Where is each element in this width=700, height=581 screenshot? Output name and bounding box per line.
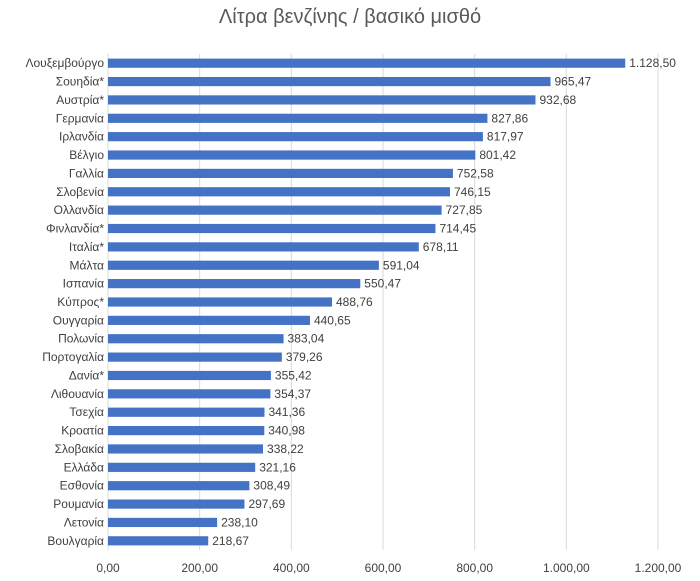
category-label: Ελλάδα bbox=[64, 460, 104, 474]
bar bbox=[108, 536, 209, 546]
data-label: 932,68 bbox=[539, 93, 576, 107]
category-label: Σλοβενία bbox=[56, 185, 104, 199]
data-label: 714,45 bbox=[439, 222, 476, 236]
data-label: 1.128,50 bbox=[629, 56, 676, 70]
bar bbox=[108, 481, 250, 491]
data-label: 801,42 bbox=[479, 148, 516, 162]
bar bbox=[108, 95, 536, 105]
category-label: Σλοβακία bbox=[55, 442, 104, 456]
data-label: 827,86 bbox=[491, 111, 528, 125]
bar bbox=[108, 407, 265, 417]
data-label: 746,15 bbox=[454, 185, 491, 199]
x-axis-ticks: 0,00 200,00 400,00 600,00 800,00 1.000,00 1.20… bbox=[96, 561, 681, 575]
x-tick-label: 800,00 bbox=[456, 561, 493, 575]
category-label: Αυστρία* bbox=[56, 93, 104, 107]
data-label: 678,11 bbox=[423, 240, 459, 254]
data-label: 338,22 bbox=[267, 442, 304, 456]
category-label: Βέλγιο bbox=[69, 148, 104, 162]
bar bbox=[108, 499, 245, 509]
data-label: 488,76 bbox=[336, 295, 373, 309]
bar bbox=[108, 279, 361, 289]
data-label: 340,98 bbox=[268, 424, 305, 438]
category-labels: Λουξεμβούργο Σουηδία* Αυστρία* Γερμανία Ιρλα… bbox=[25, 56, 104, 548]
data-label: 321,16 bbox=[259, 460, 296, 474]
data-label: 218,67 bbox=[212, 534, 249, 548]
bar bbox=[108, 426, 265, 436]
category-label: Γαλλία bbox=[69, 166, 104, 180]
bars bbox=[108, 58, 626, 546]
category-label: Σουηδία* bbox=[56, 75, 105, 89]
category-label: Λετονία bbox=[64, 515, 104, 529]
data-label: 440,65 bbox=[314, 313, 351, 327]
x-tick-label: 1.000,00 bbox=[543, 561, 590, 575]
bar bbox=[108, 150, 476, 160]
category-label: Λουξεμβούργο bbox=[25, 56, 104, 70]
data-label: 817,97 bbox=[487, 130, 524, 144]
bar bbox=[108, 168, 453, 178]
data-label: 379,26 bbox=[286, 350, 323, 364]
bar bbox=[108, 223, 436, 234]
x-tick-label: 1.200,00 bbox=[635, 561, 682, 575]
category-label: Κύπρος* bbox=[57, 295, 104, 309]
category-label: Ιταλία* bbox=[69, 240, 104, 254]
bar bbox=[108, 444, 264, 454]
bar bbox=[108, 389, 271, 399]
x-tick-label: 0,00 bbox=[96, 561, 120, 575]
category-label: Τσεχία bbox=[69, 405, 104, 419]
data-label: 383,04 bbox=[288, 332, 325, 346]
data-label: 727,85 bbox=[446, 203, 483, 217]
category-label: Δανία* bbox=[69, 368, 105, 382]
bar bbox=[108, 315, 310, 325]
category-label: Μάλτα bbox=[70, 258, 105, 272]
category-label: Ολλανδία bbox=[54, 203, 104, 217]
category-label: Φινλανδία* bbox=[46, 222, 104, 236]
category-label: Ισπανία bbox=[63, 277, 104, 291]
data-label: 238,10 bbox=[221, 515, 258, 529]
category-label: Βουλγαρία bbox=[47, 534, 104, 548]
bar bbox=[108, 205, 442, 215]
data-label: 308,49 bbox=[253, 479, 290, 493]
data-label: 297,69 bbox=[248, 497, 285, 511]
data-label: 341,36 bbox=[268, 405, 305, 419]
data-label: 354,37 bbox=[274, 387, 311, 401]
bar bbox=[108, 58, 626, 68]
bar bbox=[108, 113, 488, 123]
category-label: Ουγγαρία bbox=[53, 313, 104, 327]
chart-title: Λίτρα βενζίνης / βασικό μισθό bbox=[218, 6, 482, 28]
category-label: Κροατία bbox=[61, 424, 104, 438]
bar bbox=[108, 132, 483, 142]
bar bbox=[108, 462, 256, 472]
bar bbox=[108, 260, 379, 270]
bar bbox=[108, 297, 333, 307]
data-label: 591,04 bbox=[383, 258, 420, 272]
bar bbox=[108, 352, 282, 362]
bar bbox=[108, 76, 551, 87]
bar bbox=[108, 517, 218, 528]
category-label: Γερμανία bbox=[56, 111, 104, 125]
category-label: Ιρλανδία bbox=[59, 130, 104, 144]
category-label: Λιθουανία bbox=[51, 387, 104, 401]
data-label: 752,58 bbox=[457, 166, 494, 180]
x-tick-label: 200,00 bbox=[181, 561, 218, 575]
category-label: Εσθονία bbox=[60, 479, 104, 493]
category-label: Πολωνία bbox=[58, 332, 104, 346]
value-labels: 1.128,50 965,47 932,68 827,86 817,97 801,42 75… bbox=[212, 56, 676, 548]
x-tick-label: 600,00 bbox=[365, 561, 402, 575]
bar bbox=[108, 242, 419, 252]
data-label: 355,42 bbox=[275, 368, 312, 382]
bar bbox=[108, 334, 284, 344]
category-label: Πορτογαλία bbox=[42, 350, 104, 364]
data-label: 965,47 bbox=[555, 75, 592, 89]
bar bbox=[108, 187, 450, 197]
category-label: Ρουμανία bbox=[53, 497, 104, 511]
x-tick-label: 400,00 bbox=[273, 561, 310, 575]
data-label: 550,47 bbox=[364, 277, 401, 291]
bar bbox=[108, 370, 271, 381]
